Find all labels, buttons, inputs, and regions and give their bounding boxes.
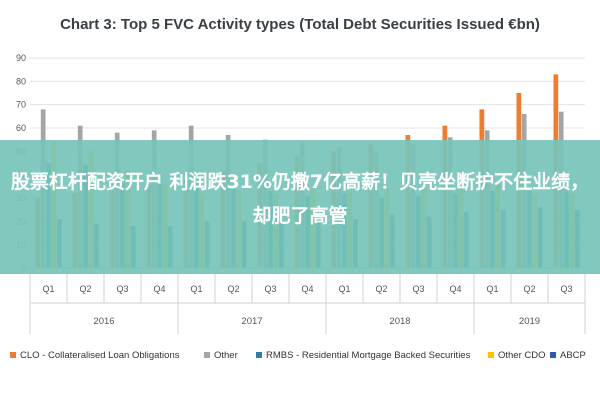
x-tick-label: Q2 — [375, 284, 387, 294]
x-tick-label: Q2 — [523, 284, 535, 294]
legend-swatch — [10, 352, 16, 359]
legend-swatch — [204, 352, 210, 359]
legend-label: Other CDO — [498, 350, 546, 361]
x-tick-label: Q3 — [116, 284, 128, 294]
x-tick-label: Q3 — [412, 284, 424, 294]
y-tick-label: 70 — [16, 100, 26, 110]
x-tick-label: Q3 — [560, 284, 572, 294]
x-tick-label: Q1 — [486, 284, 498, 294]
x-tick-label: Q4 — [301, 284, 313, 294]
chart-title: Chart 3: Top 5 FVC Activity types (Total… — [60, 16, 540, 33]
legend-swatch — [256, 352, 262, 359]
x-tick-label: Q1 — [338, 284, 350, 294]
legend-swatch — [488, 352, 494, 359]
y-tick-label: 60 — [16, 123, 26, 133]
legend-item: CLO - Collateralised Loan Obligations — [10, 350, 179, 361]
x-tick-label: Q1 — [190, 284, 202, 294]
x-tick-label: Q4 — [449, 284, 461, 294]
overlay-headline: 股票杠杆配资开户 利润跌31%仍撒7亿高薪！贝壳坐断护不住业绩，却肥了高管 — [10, 171, 590, 227]
year-label: 2018 — [389, 316, 410, 327]
x-tick-label: Q1 — [42, 284, 54, 294]
x-tick-label: Q3 — [264, 284, 276, 294]
legend-label: RMBS - Residential Mortgage Backed Secur… — [266, 350, 471, 361]
overlay-banner — [0, 140, 600, 274]
legend-label: Other — [214, 350, 238, 361]
legend-item: RMBS - Residential Mortgage Backed Secur… — [256, 350, 470, 361]
x-tick-label: Q2 — [227, 284, 239, 294]
year-label: 2016 — [93, 316, 114, 327]
legend-item: Other — [204, 350, 238, 361]
y-tick-label: 90 — [16, 53, 26, 63]
legend-label: ABCP — [560, 350, 586, 361]
chart-legend: CLO - Collateralised Loan Obligations Oth… — [10, 350, 595, 368]
x-tick-label: Q4 — [153, 284, 165, 294]
legend-item: ABCP — [550, 350, 586, 361]
year-label: 2017 — [241, 316, 262, 327]
legend-swatch — [550, 352, 556, 359]
legend-label: CLO - Collateralised Loan Obligations — [20, 350, 180, 361]
x-tick-label: Q2 — [79, 284, 91, 294]
legend-item: Other CDO — [488, 350, 546, 361]
year-label: 2019 — [519, 316, 540, 327]
y-tick-label: 80 — [16, 76, 26, 86]
